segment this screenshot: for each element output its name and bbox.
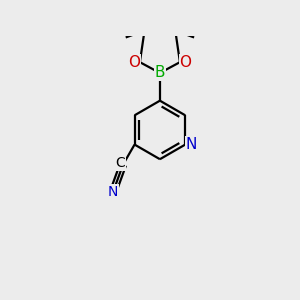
Text: C: C <box>115 156 125 170</box>
Text: O: O <box>128 55 140 70</box>
Text: N: N <box>186 137 197 152</box>
Text: B: B <box>155 65 165 80</box>
Text: N: N <box>108 185 118 199</box>
Text: O: O <box>179 55 191 70</box>
